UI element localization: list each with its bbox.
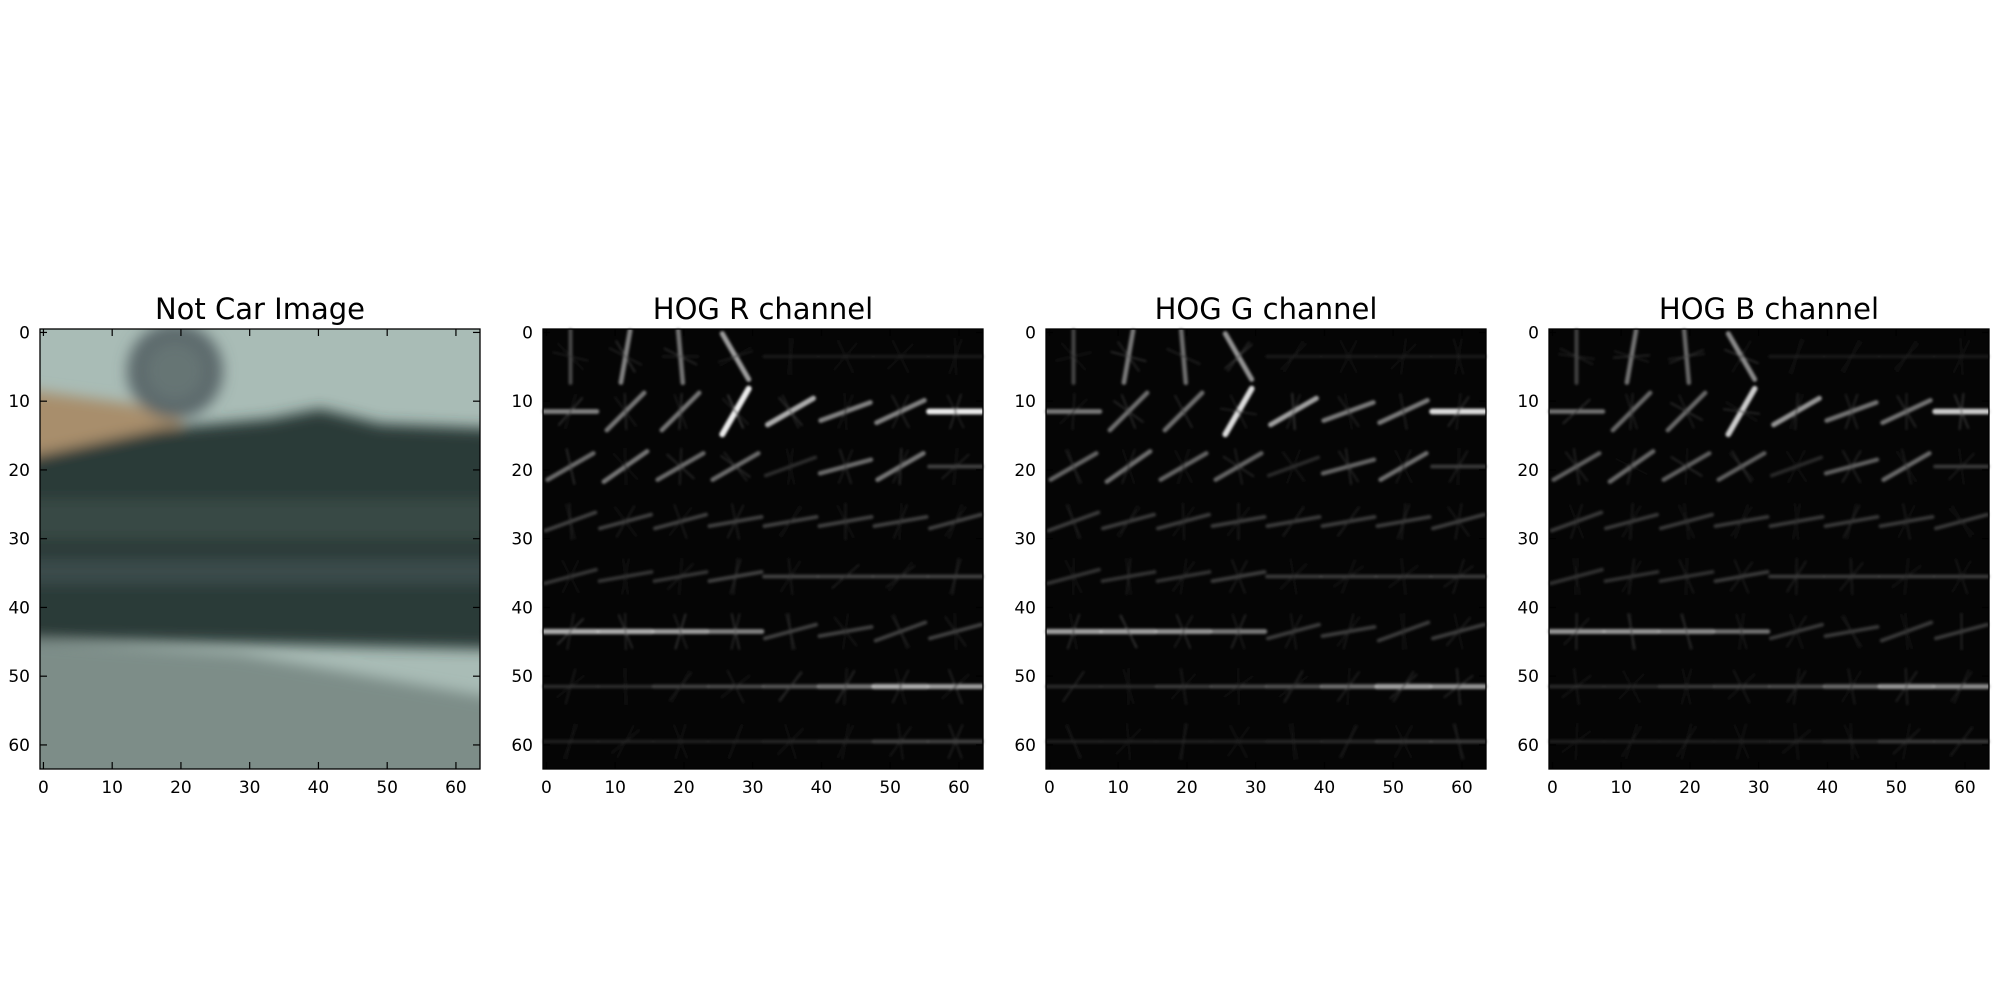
x-tick-label: 20 xyxy=(673,778,695,798)
y-tick-label: 50 xyxy=(1014,667,1036,687)
x-tick-label: 30 xyxy=(1748,778,1770,798)
y-tick-label: 0 xyxy=(1025,323,1036,343)
axes-frame xyxy=(39,328,481,770)
x-tick-label: 10 xyxy=(1610,778,1632,798)
x-tick-label: 0 xyxy=(541,778,552,798)
y-tick-label: 30 xyxy=(1517,530,1539,550)
x-tick-label: 60 xyxy=(445,778,467,798)
not-car-photo xyxy=(40,329,480,769)
y-tick-label: 0 xyxy=(1528,323,1539,343)
hog-visualization xyxy=(1547,327,1991,769)
y-tick-label: 20 xyxy=(1014,461,1036,481)
y-tick-label: 20 xyxy=(8,461,30,481)
x-tick-label: 0 xyxy=(1044,778,1055,798)
x-tick-label: 60 xyxy=(1451,778,1473,798)
y-tick-label: 30 xyxy=(8,530,30,550)
y-tick-label: 50 xyxy=(8,667,30,687)
y-tick-label: 10 xyxy=(1014,392,1036,412)
axis-ticks: 0 10 20 30 40 50 60 0 10 20 30 40 50 60 xyxy=(511,323,983,798)
y-tick-label: 50 xyxy=(511,667,533,687)
y-tick-label: 40 xyxy=(8,598,30,618)
x-tick-label: 20 xyxy=(1679,778,1701,798)
panel-hog-b: HOG B channel 0 10 20 30 40 50 60 0 10 20 30 40 50 60 xyxy=(1517,292,1991,798)
x-tick-label: 60 xyxy=(1954,778,1976,798)
x-tick-label: 40 xyxy=(1817,778,1839,798)
y-tick-label: 10 xyxy=(511,392,533,412)
y-tick-label: 0 xyxy=(19,323,30,343)
y-tick-label: 10 xyxy=(8,392,30,412)
panel-hog-g: HOG G channel 0 10 20 30 40 50 60 0 10 20 30 40 50 60 xyxy=(1014,292,1488,798)
hog-visualization xyxy=(1044,327,1488,769)
panel-title: HOG R channel xyxy=(653,292,873,326)
x-tick-label: 40 xyxy=(1314,778,1336,798)
y-tick-label: 30 xyxy=(1014,530,1036,550)
panel-title: HOG B channel xyxy=(1659,292,1879,326)
y-tick-label: 40 xyxy=(1014,598,1036,618)
x-tick-label: 50 xyxy=(1382,778,1404,798)
x-tick-label: 30 xyxy=(239,778,261,798)
y-tick-label: 20 xyxy=(1517,461,1539,481)
y-tick-label: 0 xyxy=(522,323,533,343)
x-tick-label: 0 xyxy=(1547,778,1558,798)
x-tick-label: 60 xyxy=(948,778,970,798)
axes-frame xyxy=(542,328,984,770)
axis-ticks: 0 10 20 30 40 50 60 0 10 20 30 40 50 60 xyxy=(8,323,480,798)
x-tick-label: 50 xyxy=(879,778,901,798)
x-tick-label: 20 xyxy=(170,778,192,798)
x-tick-label: 50 xyxy=(1885,778,1907,798)
x-tick-label: 10 xyxy=(604,778,626,798)
panel-title: HOG G channel xyxy=(1155,292,1378,326)
x-tick-label: 20 xyxy=(1176,778,1198,798)
y-tick-label: 40 xyxy=(1517,598,1539,618)
y-tick-label: 60 xyxy=(1517,736,1539,756)
x-tick-label: 30 xyxy=(742,778,764,798)
y-tick-label: 60 xyxy=(8,736,30,756)
y-tick-label: 60 xyxy=(511,736,533,756)
x-tick-label: 10 xyxy=(1107,778,1129,798)
panel-title: Not Car Image xyxy=(155,292,365,326)
axes-frame xyxy=(1045,328,1487,770)
hog-visualization xyxy=(541,327,985,769)
x-tick-label: 0 xyxy=(38,778,49,798)
y-tick-label: 50 xyxy=(1517,667,1539,687)
axis-ticks: 0 10 20 30 40 50 60 0 10 20 30 40 50 60 xyxy=(1517,323,1989,798)
y-tick-label: 60 xyxy=(1014,736,1036,756)
x-tick-label: 40 xyxy=(308,778,330,798)
panel-not-car: Not Car Image 0 10 20 30 40 50 60 0 10 20 30 40 50 60 xyxy=(8,292,481,798)
x-tick-label: 40 xyxy=(811,778,833,798)
axis-ticks: 0 10 20 30 40 50 60 0 10 20 30 40 50 60 xyxy=(1014,323,1486,798)
axes-frame xyxy=(1548,328,1990,770)
x-tick-label: 10 xyxy=(101,778,123,798)
y-tick-label: 20 xyxy=(511,461,533,481)
x-tick-label: 30 xyxy=(1245,778,1267,798)
panel-hog-r: HOG R channel 0 10 20 30 40 50 60 0 10 20 30 40 50 60 xyxy=(511,292,985,798)
x-tick-label: 50 xyxy=(376,778,398,798)
y-tick-label: 10 xyxy=(1517,392,1539,412)
y-tick-label: 40 xyxy=(511,598,533,618)
y-tick-label: 30 xyxy=(511,530,533,550)
